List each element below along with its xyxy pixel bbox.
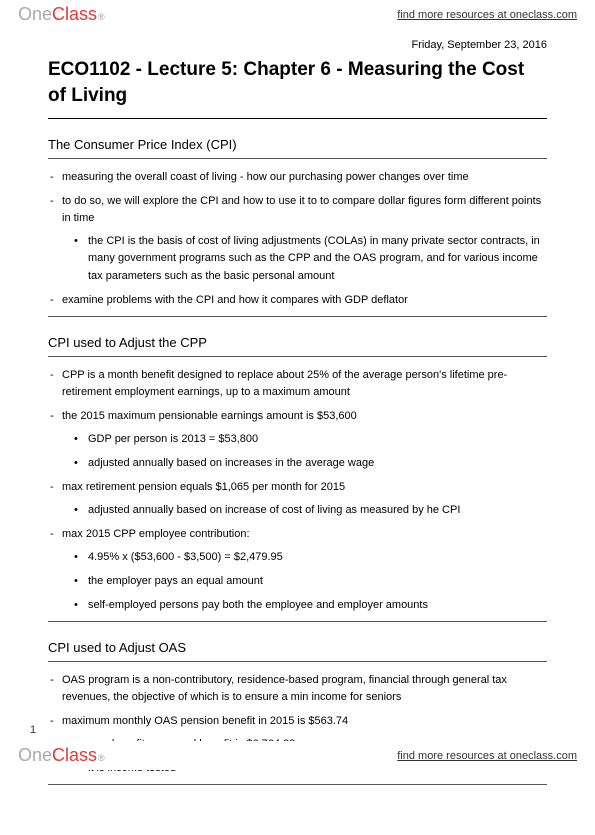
logo-class: Class: [52, 745, 97, 766]
list-item: max retirement pension equals $1,065 per…: [48, 479, 547, 519]
list-item: examine problems with the CPI and how it…: [48, 292, 547, 309]
list-item: 4.95% x ($53,600 - $3,500) = $2,479.95: [62, 549, 547, 566]
divider: [48, 356, 547, 357]
section-heading: CPI used to Adjust the CPP: [48, 335, 547, 350]
document-page: Friday, September 23, 2016 ECO1102 - Lec…: [0, 29, 595, 835]
list-item: adjusted annually based on increase of c…: [62, 502, 547, 519]
list-item: adjusted annually based on increases in …: [62, 455, 547, 472]
divider: [48, 661, 547, 662]
divider: [48, 158, 547, 159]
logo-class: Class: [52, 4, 97, 25]
sub-bullet-list: adjusted annually based on increase of c…: [62, 502, 547, 519]
sub-bullet-list: GDP per person is 2013 = $53,800 adjusted…: [62, 431, 547, 472]
list-item: CPP is a month benefit designed to repla…: [48, 367, 547, 401]
resources-link-footer[interactable]: find more resources at oneclass.com: [397, 750, 577, 762]
sub-bullet-list: the CPI is the basis of cost of living a…: [62, 233, 547, 284]
divider: [48, 118, 547, 119]
logo-footer: OneClass®: [18, 745, 105, 766]
sub-bullet-list: 4.95% x ($53,600 - $3,500) = $2,479.95 th…: [62, 549, 547, 614]
header-bar: OneClass® find more resources at oneclas…: [0, 0, 595, 29]
divider: [48, 784, 547, 785]
divider: [48, 316, 547, 317]
logo-reg: ®: [98, 753, 105, 763]
list-item: max 2015 CPP employee contribution:4.95%…: [48, 526, 547, 614]
list-item: the 2015 maximum pensionable earnings am…: [48, 408, 547, 472]
logo-one: One: [18, 745, 52, 766]
bullet-list: CPP is a month benefit designed to repla…: [48, 367, 547, 615]
page-number: 1: [30, 724, 36, 736]
section-heading: The Consumer Price Index (CPI): [48, 137, 547, 152]
logo-one: One: [18, 4, 52, 25]
list-item: measuring the overall coast of living - …: [48, 169, 547, 186]
page-title: ECO1102 - Lecture 5: Chapter 6 - Measuri…: [48, 57, 547, 108]
divider: [48, 621, 547, 622]
date-text: Friday, September 23, 2016: [48, 39, 547, 51]
section-heading: CPI used to Adjust OAS: [48, 640, 547, 655]
list-item: the CPI is the basis of cost of living a…: [62, 233, 547, 284]
list-item: to do so, we will explore the CPI and ho…: [48, 193, 547, 284]
list-item: OAS program is a non-contributory, resid…: [48, 672, 547, 706]
list-item: self-employed persons pay both the emplo…: [62, 597, 547, 614]
list-item: GDP per person is 2013 = $53,800: [62, 431, 547, 448]
bullet-list: measuring the overall coast of living - …: [48, 169, 547, 308]
resources-link-header[interactable]: find more resources at oneclass.com: [397, 9, 577, 21]
list-item: the employer pays an equal amount: [62, 573, 547, 590]
logo-reg: ®: [98, 12, 105, 22]
logo-header: OneClass®: [18, 4, 105, 25]
footer-bar: OneClass® find more resources at oneclas…: [0, 741, 595, 770]
